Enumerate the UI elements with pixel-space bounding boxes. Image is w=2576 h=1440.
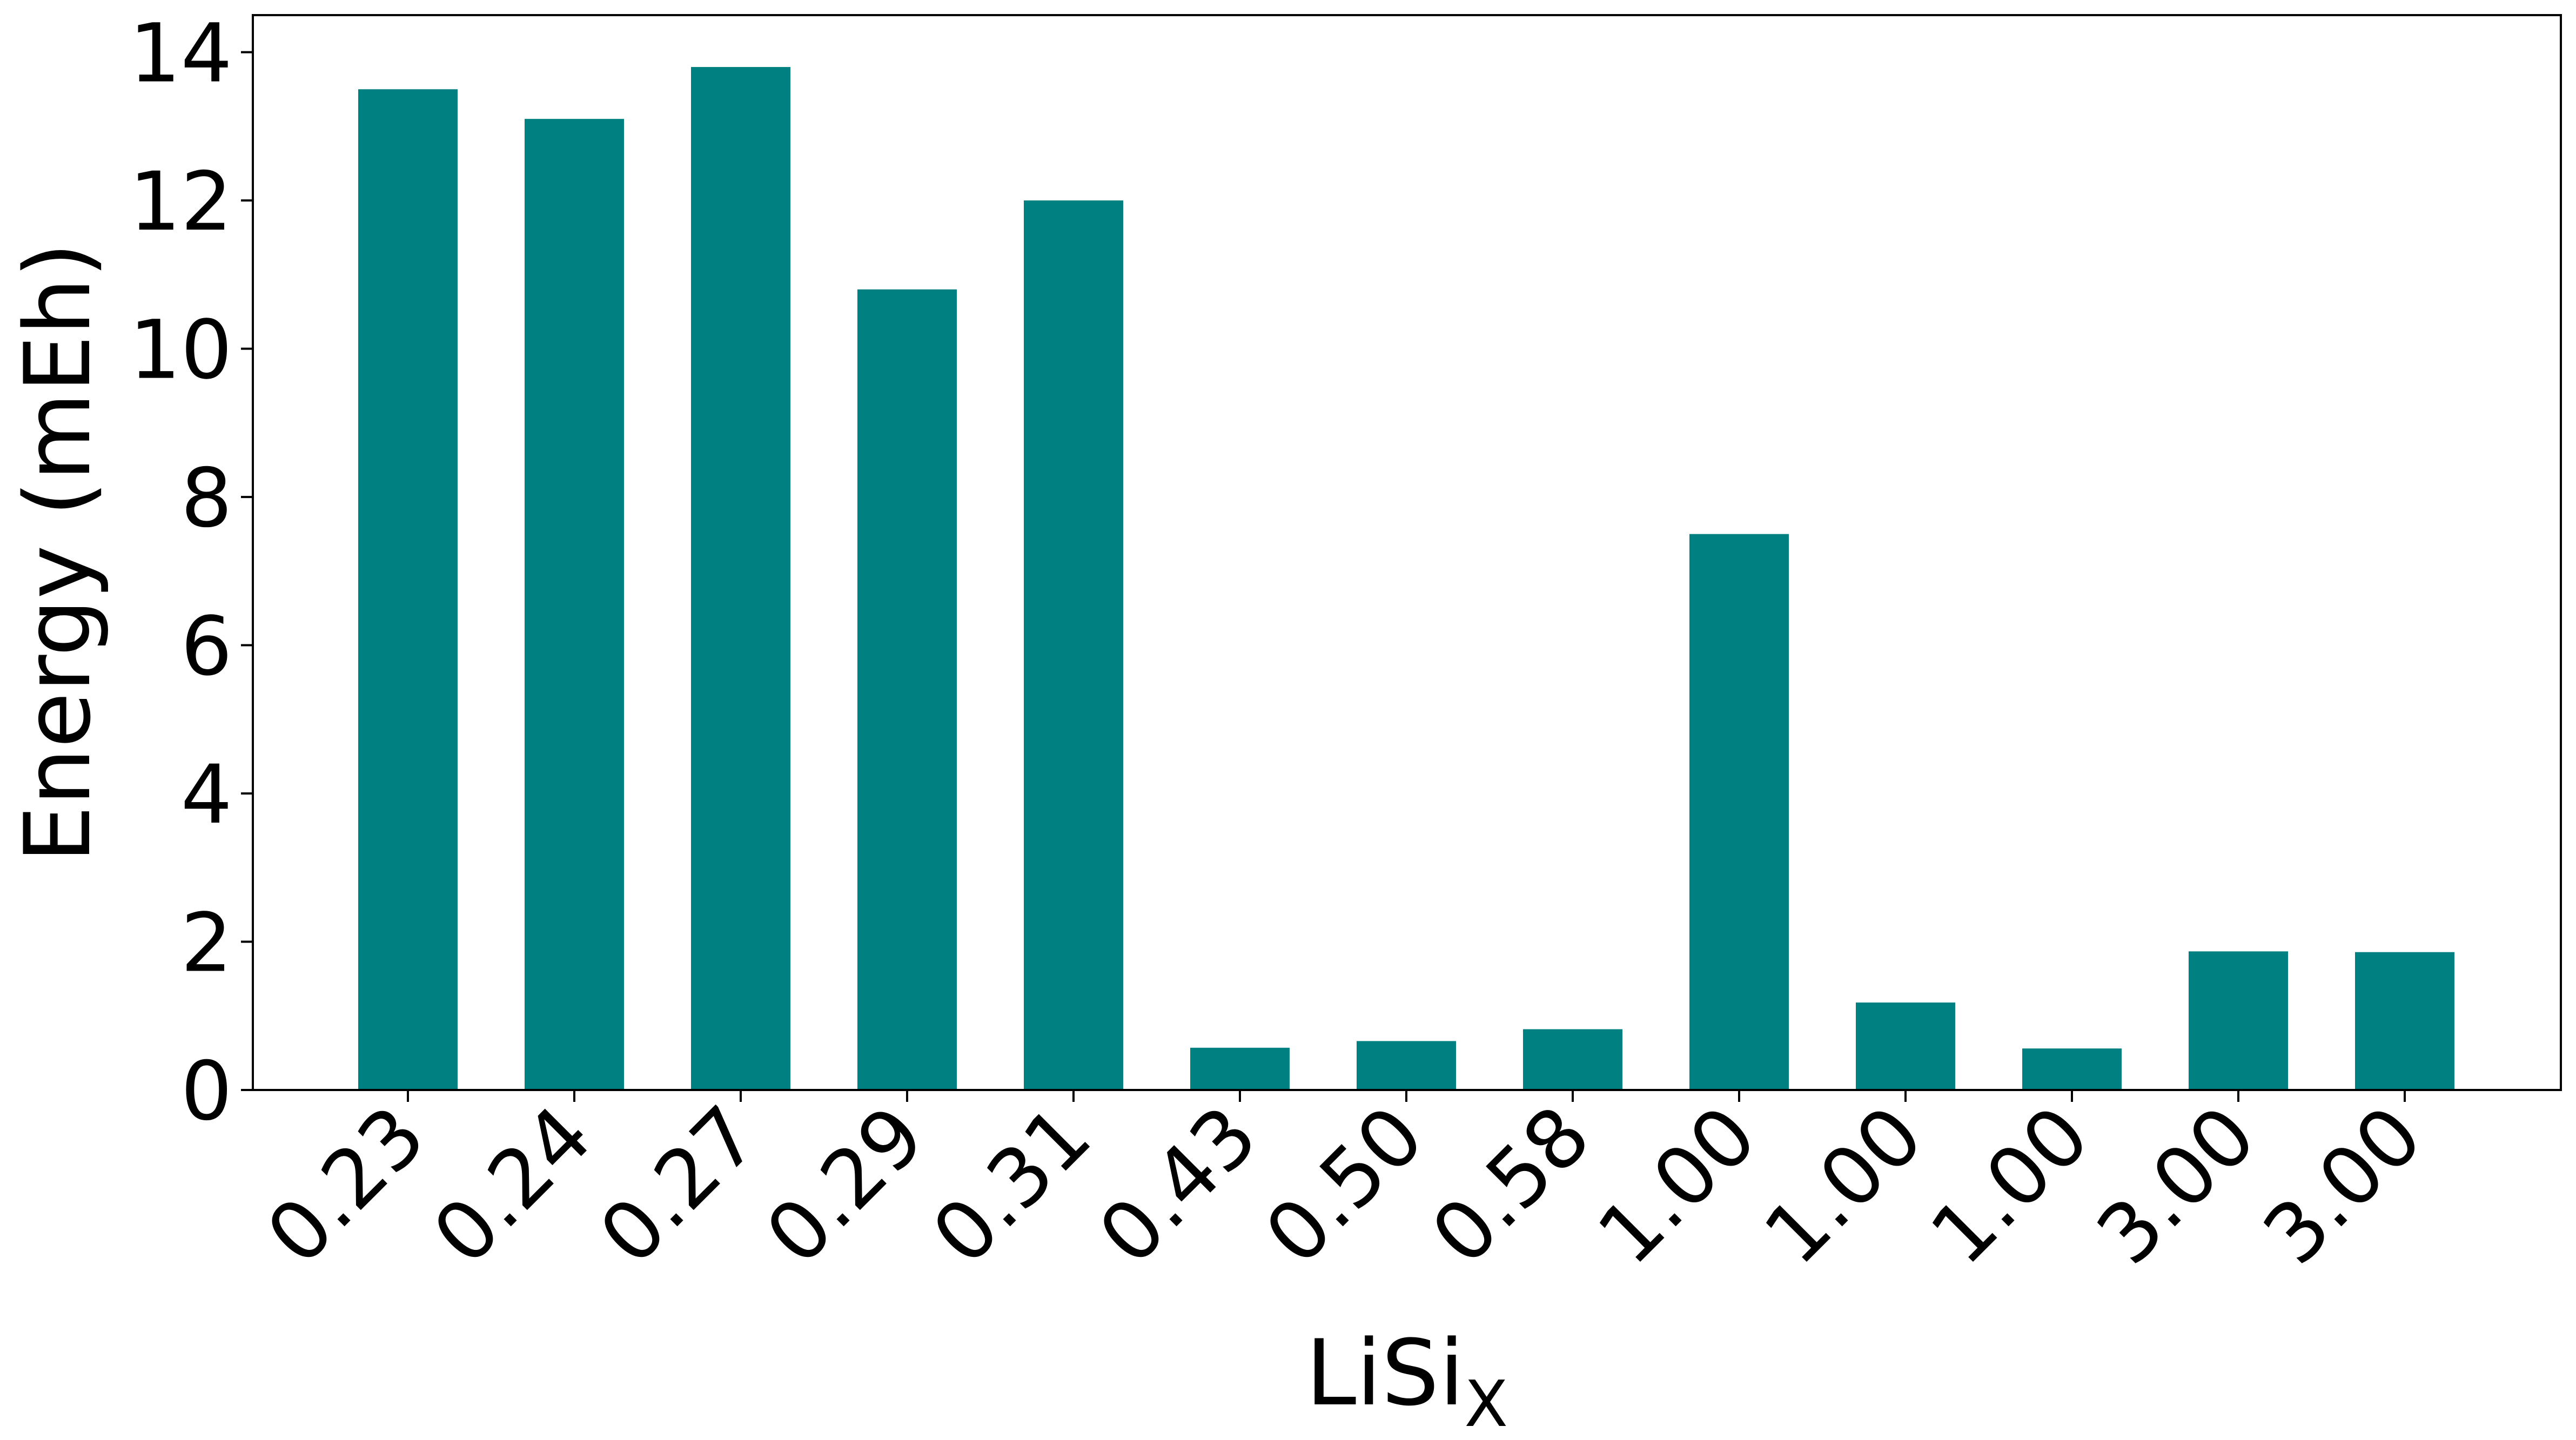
x-axis-label-main: LiSi — [1306, 1320, 1465, 1426]
x-tick-label-8: 1.00 — [1580, 1088, 1774, 1282]
x-tick-label-12: 3.00 — [2246, 1088, 2440, 1282]
bar-12 — [2355, 952, 2454, 1090]
x-axis-label-subscript: X — [1464, 1367, 1508, 1437]
bar-5 — [1190, 1047, 1290, 1090]
y-tick-label-1: 2 — [181, 897, 232, 991]
bars-group — [358, 67, 2454, 1091]
bar-2 — [691, 67, 790, 1090]
x-tick-label-9: 1.00 — [1747, 1088, 1941, 1282]
y-axis-label: Energy (mEh) — [5, 243, 111, 863]
x-tick-label-2: 0.27 — [582, 1088, 776, 1282]
y-tick-label-2: 4 — [181, 748, 232, 842]
x-axis-label: LiSiX — [1306, 1320, 1508, 1437]
bar-9 — [1856, 1002, 1955, 1090]
x-tick-label-5: 0.43 — [1081, 1088, 1275, 1282]
bar-1 — [525, 119, 624, 1090]
bar-3 — [857, 289, 957, 1090]
bar-7 — [1523, 1029, 1622, 1090]
x-tick-label-4: 0.31 — [915, 1088, 1109, 1282]
x-axis: 0.230.240.270.290.310.430.500.581.001.00… — [249, 1088, 2440, 1282]
x-tick-label-0: 0.23 — [249, 1088, 443, 1282]
y-tick-label-0: 0 — [181, 1045, 232, 1139]
x-tick-label-11: 3.00 — [2079, 1088, 2273, 1282]
bar-10 — [2022, 1048, 2122, 1090]
y-tick-label-6: 12 — [129, 155, 232, 249]
y-tick-label-7: 14 — [129, 7, 232, 101]
y-axis: 0 2 4 6 8 10 12 14 — [129, 7, 253, 1139]
y-tick-label-4: 8 — [181, 452, 232, 546]
bar-11 — [2189, 951, 2288, 1090]
x-tick-label-7: 0.58 — [1414, 1088, 1608, 1282]
x-tick-label-6: 0.50 — [1247, 1088, 1441, 1282]
x-tick-label-1: 0.24 — [415, 1088, 609, 1282]
x-tick-label-10: 1.00 — [1913, 1088, 2107, 1282]
bar-6 — [1357, 1041, 1456, 1090]
y-tick-label-3: 6 — [181, 600, 232, 694]
x-tick-label-3: 0.29 — [748, 1088, 942, 1282]
bar-8 — [1689, 534, 1789, 1090]
bar-0 — [358, 89, 458, 1091]
bar-4 — [1024, 200, 1123, 1090]
y-tick-label-5: 10 — [129, 304, 232, 398]
